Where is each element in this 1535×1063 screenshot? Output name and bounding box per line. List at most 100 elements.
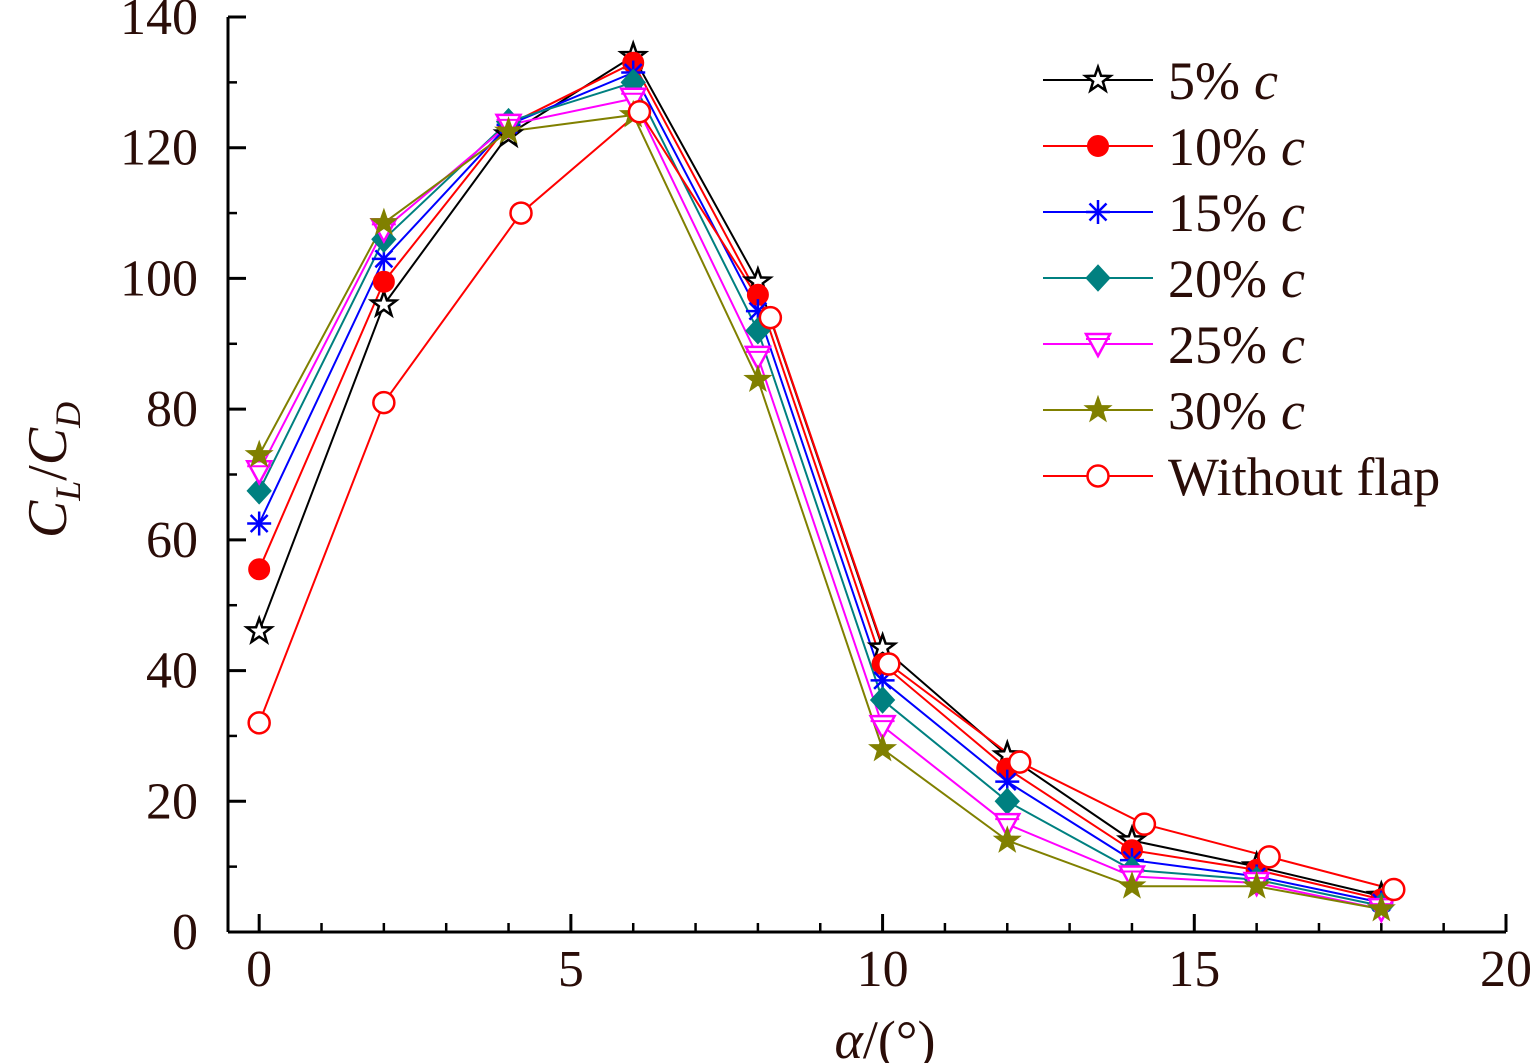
data-point-15-c: [247, 511, 272, 536]
legend-label-var: c: [1281, 249, 1305, 309]
y-axis-title-c1: C: [17, 500, 79, 538]
legend-item-25-c: 25% c: [1043, 315, 1305, 375]
legend-item-15-c: 15% c: [1043, 183, 1305, 243]
data-point-30-c: [1242, 871, 1272, 899]
legend-label: 30% c: [1168, 381, 1305, 441]
legend-item-without-flap: Without flap: [1043, 447, 1440, 507]
data-point-30-c: [244, 439, 274, 468]
x-tick-label: 5: [558, 941, 584, 998]
x-axis-title: α/(°): [835, 1010, 936, 1063]
plot-frame: [226, 17, 1506, 934]
y-tick-label: 100: [120, 250, 198, 307]
data-point-5-c: [367, 287, 400, 319]
y-tick-label: 40: [146, 643, 198, 700]
data-point-without-flap: [509, 201, 533, 225]
data-point-without-flap: [1382, 877, 1406, 902]
data-point-20-c: [246, 477, 272, 505]
y-tick-label: 20: [146, 773, 198, 830]
series-markers: [243, 39, 1406, 924]
legend-label-text: 30%: [1168, 381, 1267, 441]
legend-label: 5% c: [1168, 51, 1278, 111]
y-tick-label: 140: [120, 0, 198, 46]
series-lines: [258, 54, 1395, 911]
data-point-25-c: [993, 812, 1022, 839]
data-point-30-c: [1366, 893, 1396, 922]
legend-marker: [1081, 63, 1115, 94]
data-point-without-flap: [1132, 812, 1157, 836]
series-line-without-flap: [258, 110, 1395, 891]
y-tick-label: 120: [120, 120, 198, 177]
legend-label: Without flap: [1168, 447, 1440, 507]
x-tick-label: 0: [246, 941, 272, 998]
data-point-30-c: [494, 116, 524, 144]
legend-item-30-c: 30% c: [1043, 381, 1305, 441]
legend-marker: [1087, 135, 1109, 157]
series-line-15-c: [258, 71, 1382, 904]
legend-label-var: c: [1281, 381, 1305, 441]
legend-label-text: 25%: [1168, 315, 1267, 375]
y-axis-title-slash: /: [17, 465, 79, 481]
legend-label-text: Without flap: [1168, 447, 1440, 507]
legend-label-text: 20%: [1168, 249, 1267, 309]
data-point-without-flap: [627, 100, 652, 124]
y-tick-label: 0: [172, 904, 198, 961]
data-point-without-flap: [877, 652, 901, 676]
y-axis-title-sub2: D: [48, 402, 88, 429]
data-point-25-c: [868, 714, 897, 741]
legend-label-text: 5%: [1168, 51, 1240, 111]
data-point-10-c: [372, 270, 395, 293]
data-point-5-c: [866, 630, 899, 662]
x-tick-label: 20: [1480, 941, 1532, 998]
legend-label-var: c: [1254, 51, 1278, 111]
legend-item-5-c: 5% c: [1043, 51, 1278, 111]
legend-item-10-c: 10% c: [1043, 117, 1305, 177]
legend-marker: [1085, 264, 1111, 292]
y-axis-title-c2: C: [17, 427, 79, 465]
legend-label-var: c: [1281, 183, 1305, 243]
data-point-30-c: [369, 207, 399, 236]
data-point-10-c: [248, 558, 271, 581]
x-axis-title-var: α: [835, 1010, 865, 1063]
data-point-without-flap: [1257, 845, 1281, 869]
series-line-20-c: [258, 81, 1382, 907]
y-tick-labels: 0 20 40 60 80 100 120 140: [120, 0, 198, 961]
legend-marker: [1083, 394, 1113, 423]
data-point-25-c: [619, 87, 648, 114]
legend-label: 25% c: [1168, 315, 1305, 375]
legend-label: 15% c: [1168, 183, 1305, 243]
data-point-30-c: [743, 364, 773, 393]
y-tick-label: 60: [146, 512, 198, 569]
data-point-30-c: [1117, 871, 1147, 899]
legend-label: 20% c: [1168, 249, 1305, 309]
legend-label-var: c: [1281, 117, 1305, 177]
data-point-30-c: [868, 733, 898, 762]
x-tick-labels: 0 5 10 15 20: [246, 941, 1532, 998]
legend-label-text: 10%: [1168, 117, 1267, 177]
legend-label-text: 15%: [1168, 183, 1267, 243]
data-point-5-c: [243, 614, 276, 645]
data-point-30-c: [992, 825, 1022, 853]
series-line-30-c: [258, 113, 1382, 911]
legend-item-20-c: 20% c: [1043, 249, 1305, 309]
series-line-10-c: [258, 61, 1382, 901]
y-tick-label: 80: [146, 381, 198, 438]
legend-marker: [1086, 200, 1110, 224]
data-point-without-flap: [247, 711, 271, 735]
legend-label-var: c: [1281, 315, 1305, 375]
x-axis-title-unit: /(°): [863, 1010, 936, 1063]
data-point-25-c: [743, 345, 773, 372]
y-axis-title-sub1: L: [48, 481, 88, 502]
data-point-20-c: [869, 686, 896, 714]
legend-label: 10% c: [1168, 117, 1305, 177]
x-tick-label: 15: [1168, 941, 1220, 998]
data-point-without-flap: [758, 305, 783, 330]
legend-marker: [1083, 332, 1113, 359]
data-point-without-flap: [1007, 750, 1032, 774]
data-point-without-flap: [372, 390, 396, 415]
x-tick-label: 10: [857, 941, 909, 998]
legend-marker: [1086, 464, 1110, 488]
y-axis-title: CL/CD: [17, 402, 88, 538]
